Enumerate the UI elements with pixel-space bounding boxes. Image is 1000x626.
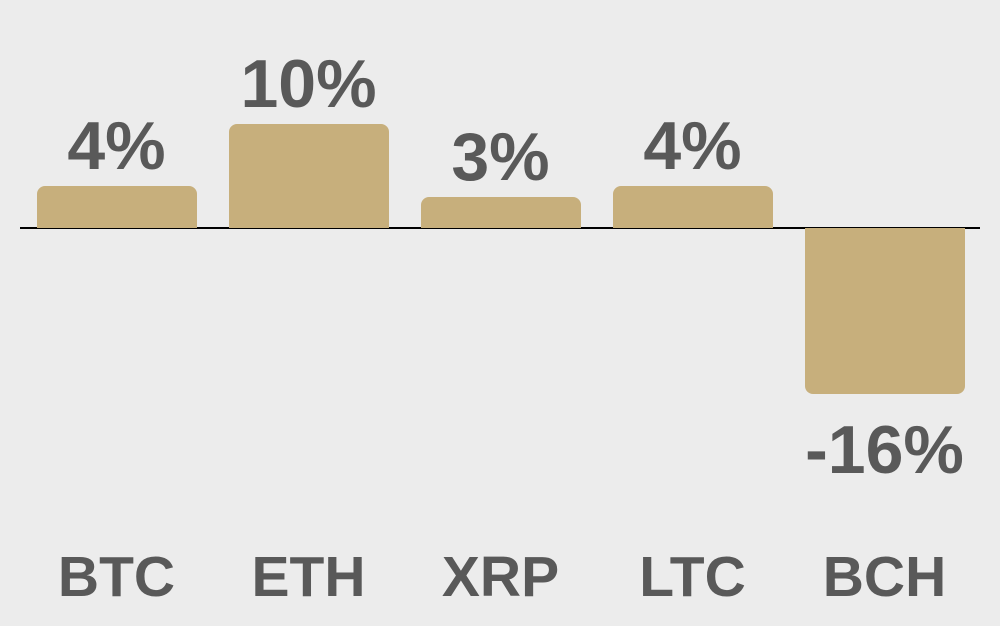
value-label-xrp: 3% — [451, 118, 550, 195]
category-label-btc: BTC — [57, 545, 176, 609]
category-label-bch: BCH — [822, 545, 947, 609]
value-label-bch: -16% — [805, 412, 964, 489]
category-label-ltc: LTC — [639, 545, 746, 609]
bar-ltc — [612, 186, 773, 228]
category-label-xrp: XRP — [441, 545, 560, 609]
value-label-btc: 4% — [67, 108, 166, 185]
bar-bch — [804, 228, 965, 395]
bar-xrp — [420, 196, 581, 228]
value-label-ltc: 4% — [643, 108, 742, 185]
category-label-eth: ETH — [251, 545, 366, 609]
bar-eth — [228, 124, 389, 228]
bar-btc — [36, 186, 197, 228]
x-axis-line — [20, 227, 980, 229]
value-label-eth: 10% — [240, 46, 377, 122]
